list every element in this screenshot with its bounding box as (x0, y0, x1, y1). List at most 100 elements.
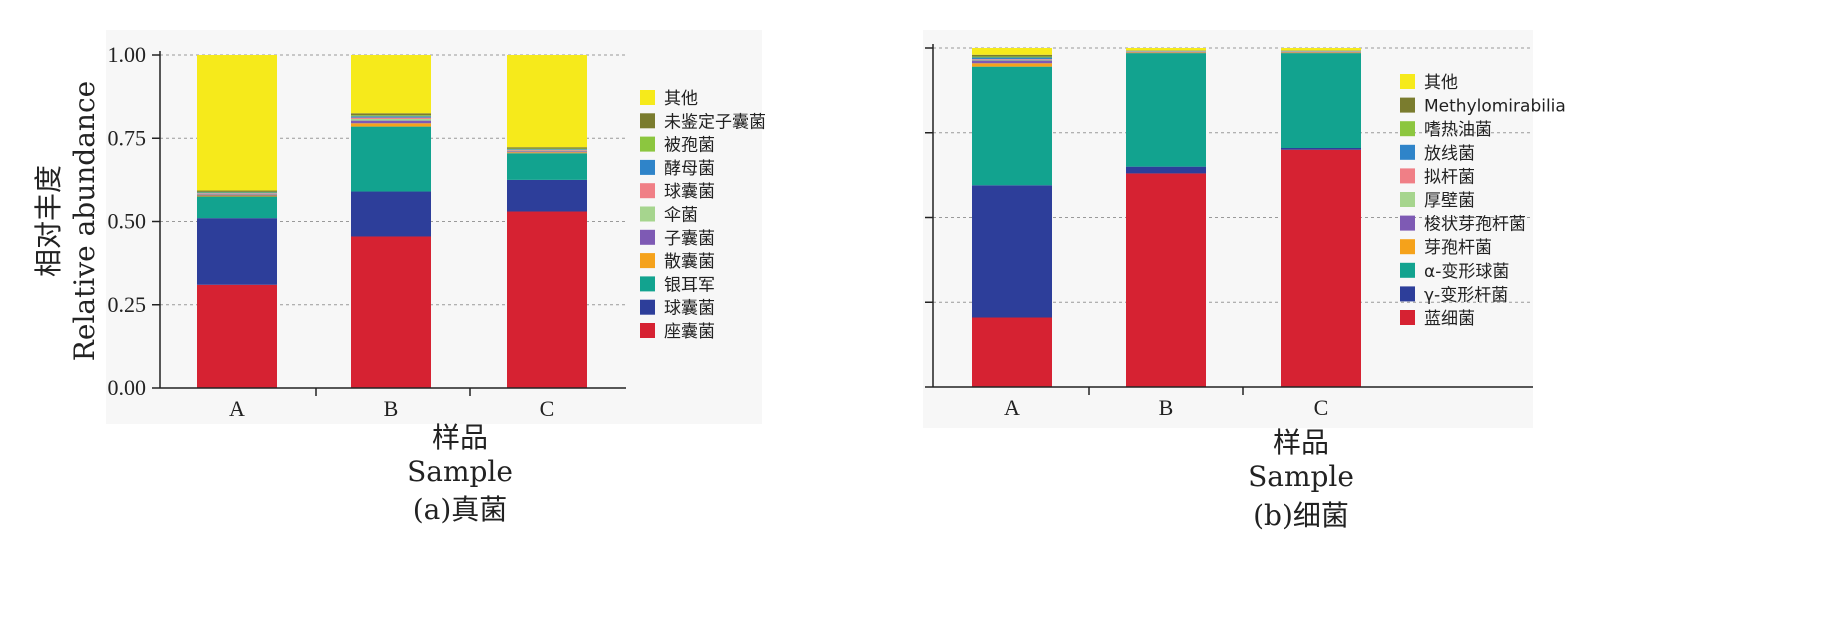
bar-segment (197, 218, 277, 285)
y-tick-label: 0.50 (108, 209, 147, 234)
legend-swatch (640, 276, 655, 292)
y-tick-label: 0.00 (108, 375, 147, 400)
bar-segment (197, 55, 277, 191)
bar-segment (1126, 48, 1206, 51)
bar-segment (1126, 53, 1206, 167)
legend-swatch (640, 229, 655, 245)
bar-segment (507, 151, 587, 153)
legend-swatch (1400, 121, 1415, 137)
legend-swatch (640, 299, 655, 315)
bar-segment (197, 191, 277, 193)
legend-label: 芽孢杆菌 (1424, 238, 1492, 258)
bar-segment (972, 317, 1052, 387)
legend-label: 嗜热油菌 (1424, 120, 1492, 140)
y-axis-title-en: Relative abundance (68, 81, 101, 361)
bar-segment (197, 193, 277, 194)
bar-segment (351, 191, 431, 237)
legend-label: 球囊菌 (664, 182, 715, 202)
bar-segment (1281, 149, 1361, 387)
bar-segment (972, 48, 1052, 55)
bar-segment (351, 236, 431, 388)
x-tick-label: A (1004, 395, 1020, 420)
bar-segment (197, 284, 277, 388)
legend-label: γ-变形杆菌 (1424, 285, 1508, 305)
legend-swatch (640, 113, 655, 129)
bar-segment (351, 126, 431, 192)
bar-segment (507, 149, 587, 151)
legend-swatch (1400, 239, 1415, 255)
bar-segment (507, 153, 587, 180)
legend-label: 被孢菌 (664, 136, 715, 156)
legend-label: 厚壁菌 (1424, 191, 1475, 211)
figure-caption-b: (b)细菌 (1253, 499, 1349, 532)
bar-segment (972, 59, 1052, 61)
bar-segment (972, 185, 1052, 318)
legend-swatch (1400, 74, 1415, 89)
bar-segment (972, 56, 1052, 58)
bar-segment (197, 194, 277, 196)
bar-segment (1281, 48, 1361, 51)
legend-swatch (640, 206, 655, 222)
figure-caption-a: (a)真菌 (412, 493, 508, 526)
bar-segment (351, 113, 431, 116)
bar-segment (351, 118, 431, 121)
legend-swatch (640, 323, 655, 338)
x-tick-label: A (229, 396, 245, 421)
legend-label: 其他 (664, 89, 698, 109)
bar-segment (351, 120, 431, 124)
legend-swatch (1400, 215, 1415, 231)
bar-segment (972, 54, 1052, 57)
bar-segment (507, 147, 587, 149)
legend-swatch (640, 159, 655, 175)
bar-segment (507, 149, 587, 150)
bar-segment (1126, 166, 1206, 174)
legend-swatch (640, 183, 655, 199)
bar-segment (1281, 53, 1361, 149)
bar-segment (351, 55, 431, 114)
bar-segment (1126, 173, 1206, 387)
bar-segment (507, 148, 587, 150)
fungi-stacked-bar-chart: 0.00 0.25 0.50 0.75 1.00 A B C 相对丰度 Relative abun… (32, 42, 766, 421)
bar-segment (1281, 52, 1361, 54)
bar-segment (972, 59, 1052, 60)
legend-swatch (1400, 168, 1415, 184)
bar-segment (351, 115, 431, 117)
legend-label: 子囊菌 (664, 229, 715, 249)
bar-segment (197, 196, 277, 219)
legend-swatch (1400, 262, 1415, 278)
bar-segment (972, 66, 1052, 186)
legend-swatch (1400, 97, 1415, 113)
x-tick-label: B (1159, 395, 1174, 420)
y-axis-title-cn: 相对丰度 (32, 165, 65, 277)
bar-segment (197, 193, 277, 195)
y-tick-label: 1.00 (108, 42, 147, 67)
x-tick-label: B (384, 396, 399, 421)
bar-segment (972, 63, 1052, 67)
x-tick-label: C (1314, 395, 1329, 420)
x-axis-title-en: Sample (1248, 460, 1354, 493)
legend-label: 拟杆菌 (1424, 167, 1475, 187)
y-tick-label: 0.75 (108, 125, 147, 150)
bar-segment (351, 117, 431, 119)
legend-swatch (640, 136, 655, 152)
bar-segment (507, 211, 587, 388)
bar-segment (197, 195, 277, 197)
legend-label: 其他 (1424, 73, 1458, 93)
bar-segment (351, 116, 431, 118)
y-tick-label: 0.25 (108, 292, 147, 317)
bar-segment (507, 55, 587, 148)
legend-label: 伞菌 (664, 206, 698, 226)
legend-swatch (1400, 144, 1415, 160)
legend-swatch (1400, 286, 1415, 302)
bar-segment (1281, 148, 1361, 150)
legend-label: 球囊菌 (664, 299, 715, 319)
legend-label: α-变形球菌 (1424, 262, 1509, 282)
legend-label: 座囊菌 (664, 322, 715, 342)
bar-segment (507, 152, 587, 154)
bar-segment (197, 190, 277, 192)
legend-label: 酵母菌 (664, 159, 715, 179)
bar-segment (972, 57, 1052, 60)
legend-label: 梭状芽孢杆菌 (1424, 215, 1526, 235)
legend-label: 银耳军 (664, 275, 715, 295)
